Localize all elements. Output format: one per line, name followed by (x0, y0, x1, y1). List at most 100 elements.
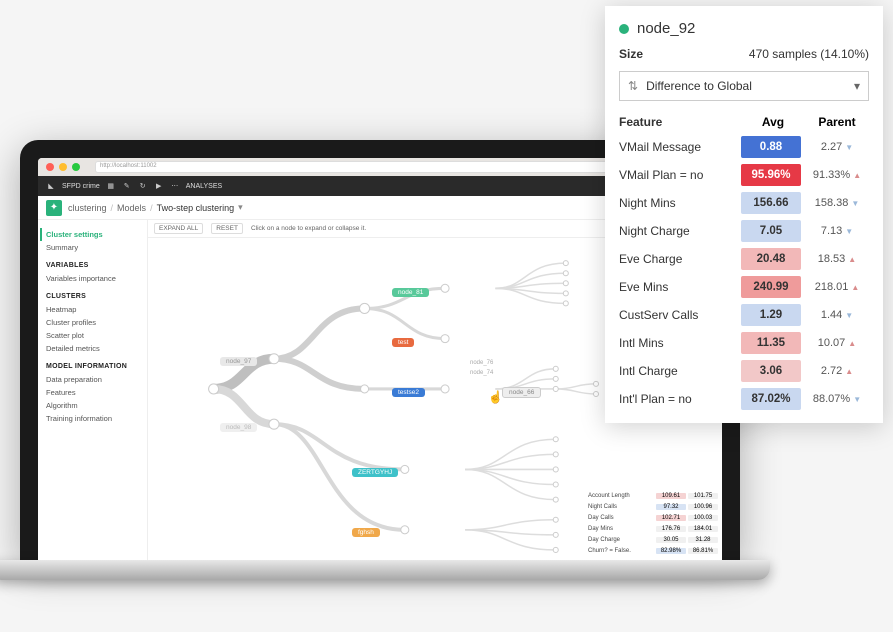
parent-value: 88.07% (813, 393, 850, 405)
mini-val-1: 82.98% (656, 548, 686, 554)
feature-name: CustServ Calls (619, 308, 741, 322)
avg-value: 3.06 (741, 360, 801, 382)
sidebar-item[interactable]: Cluster settings (40, 228, 139, 241)
feature-name: VMail Plan = no (619, 168, 741, 182)
mini-val-1: 109.61 (656, 493, 686, 499)
parent-value: 10.07 (818, 337, 846, 349)
feature-name: VMail Message (619, 140, 741, 154)
crumb-sep: / (150, 203, 153, 213)
node-76[interactable]: node_76 (470, 360, 493, 366)
maximize-dot-icon[interactable] (72, 163, 80, 171)
feature-row: Night Mins156.66158.38▼ (619, 189, 869, 217)
feature-row: VMail Plan = no95.96%91.33%▲ (619, 161, 869, 189)
node-fgh[interactable]: fghsh (352, 521, 380, 539)
chevron-down-icon[interactable]: ▾ (238, 202, 243, 213)
mini-val-1: 30.05 (656, 537, 686, 543)
trend-icon: ▼ (845, 143, 853, 152)
sidebar-section-head: CLUSTERS (46, 293, 139, 300)
crumb-0[interactable]: clustering (68, 203, 107, 213)
sidebar-item[interactable]: Summary (46, 241, 139, 254)
node-testse2[interactable]: testse2 (392, 381, 425, 399)
feature-row: Eve Mins240.99218.01▲ (619, 273, 869, 301)
crumb-sep: / (111, 203, 114, 213)
reset-button[interactable]: RESET (211, 223, 243, 234)
expand-all-button[interactable]: EXPAND ALL (154, 223, 203, 234)
feature-name: Eve Charge (619, 252, 741, 266)
sidebar-item[interactable]: Variables importance (46, 272, 139, 285)
sidebar-item[interactable]: Training information (46, 412, 139, 425)
avg-value: 87.02% (741, 388, 801, 410)
minimize-dot-icon[interactable] (59, 163, 67, 171)
node-color-icon (619, 24, 629, 34)
feature-row: Night Charge7.057.13▼ (619, 217, 869, 245)
sidebar-item[interactable]: Detailed metrics (46, 342, 139, 355)
mini-label: Night Calls (588, 504, 654, 510)
trend-icon: ▲ (851, 283, 859, 292)
mini-val-1: 102.71 (656, 515, 686, 521)
sidebar-item[interactable]: Algorithm (46, 399, 139, 412)
mini-val-1: 97.32 (656, 504, 686, 510)
parent-value: 1.44 (821, 309, 842, 321)
sidebar-item[interactable]: Data preparation (46, 373, 139, 386)
refresh-icon[interactable]: ↻ (138, 181, 148, 191)
sidebar-item[interactable]: Heatmap (46, 303, 139, 316)
mini-row: Day Charge30.0531.28 (588, 534, 718, 545)
edit-icon[interactable]: ✎ (122, 181, 132, 191)
metric-select-value: Difference to Global (646, 79, 752, 93)
mini-row: Day Calls102.71100.03 (588, 512, 718, 523)
sort-icon: ⇅ (628, 79, 638, 93)
feature-table: Feature Avg Parent VMail Message0.882.27… (619, 111, 869, 413)
mini-label: Day Calls (588, 515, 654, 521)
panel-size-row: Size 470 samples (14.10%) (619, 47, 869, 61)
feature-row: CustServ Calls1.291.44▼ (619, 301, 869, 329)
mini-val-2: 100.96 (688, 504, 718, 510)
mini-val-2: 101.75 (688, 493, 718, 499)
panel-header: node_92 (619, 20, 869, 37)
metric-select[interactable]: ⇅ Difference to Global ▾ (619, 71, 869, 101)
feature-table-header: Feature Avg Parent (619, 111, 869, 133)
feature-name: Night Mins (619, 196, 741, 210)
node-detail-panel: node_92 Size 470 samples (14.10%) ⇅ Diff… (605, 6, 883, 423)
node-97[interactable]: node_97 (220, 350, 257, 368)
canvas-hint: Click on a node to expand or collapse it… (251, 225, 366, 232)
sidebar-item[interactable]: Cluster profiles (46, 316, 139, 329)
mini-label: Account Length (588, 493, 654, 499)
node-74[interactable]: node_74 (470, 370, 493, 376)
crumb-1[interactable]: Models (117, 203, 146, 213)
avg-value: 20.48 (741, 248, 801, 270)
flow-icon[interactable]: ▦ (106, 181, 116, 191)
sidebar-item[interactable]: Features (46, 386, 139, 399)
trend-icon: ▲ (845, 367, 853, 376)
crumb-2[interactable]: Two-step clustering (157, 203, 235, 213)
parent-value: 18.53 (818, 253, 846, 265)
mini-label: Day Mins (588, 526, 654, 532)
mini-label: Churn? = False. (588, 548, 654, 554)
node-test[interactable]: test (392, 331, 414, 349)
node-98[interactable]: node_98 (220, 416, 257, 434)
size-value: 470 samples (14.10%) (749, 47, 869, 61)
chevron-down-icon: ▾ (854, 79, 860, 93)
trend-icon: ▼ (851, 199, 859, 208)
mini-feature-table: Account Length109.61101.75 Night Calls97.… (588, 490, 718, 556)
node-zert[interactable]: ZERTGYHJ (352, 461, 398, 479)
node-81[interactable]: node_81 (392, 281, 429, 299)
avg-value: 11.35 (741, 332, 801, 354)
mini-row: Account Length109.61101.75 (588, 490, 718, 501)
feature-name: Intl Mins (619, 336, 741, 350)
more-icon[interactable]: ⋯ (170, 181, 180, 191)
trend-icon: ▲ (848, 339, 856, 348)
trend-icon: ▼ (853, 395, 861, 404)
feature-name: Eve Mins (619, 280, 741, 294)
cursor-icon: ☝ (488, 390, 503, 404)
feature-row: Eve Charge20.4818.53▲ (619, 245, 869, 273)
parent-value: 2.72 (821, 365, 842, 377)
avg-value: 1.29 (741, 304, 801, 326)
col-parent: Parent (805, 115, 869, 129)
parent-value: 91.33% (813, 169, 850, 181)
play-icon[interactable]: ▶ (154, 181, 164, 191)
sidebar-item[interactable]: Scatter plot (46, 329, 139, 342)
module-icon: ✦ (46, 200, 62, 216)
node-66[interactable]: node_66 (502, 381, 541, 399)
col-feature: Feature (619, 115, 741, 129)
close-dot-icon[interactable] (46, 163, 54, 171)
